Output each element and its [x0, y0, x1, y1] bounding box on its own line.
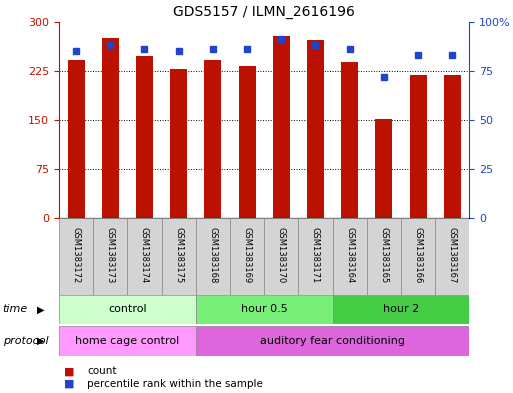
Text: control: control [108, 305, 147, 314]
Text: GSM1383175: GSM1383175 [174, 227, 183, 283]
Text: protocol: protocol [3, 336, 48, 346]
Bar [409, 75, 427, 218]
Bar [136, 56, 153, 218]
Title: GDS5157 / ILMN_2616196: GDS5157 / ILMN_2616196 [173, 5, 355, 19]
Bar [273, 36, 290, 218]
Text: auditory fear conditioning: auditory fear conditioning [260, 336, 405, 346]
Text: hour 2: hour 2 [383, 305, 419, 314]
Bar [127, 218, 162, 295]
Text: ▶: ▶ [37, 336, 45, 346]
Text: GSM1383168: GSM1383168 [208, 227, 218, 283]
Bar [93, 218, 127, 295]
Bar [196, 218, 230, 295]
Bar [196, 326, 469, 356]
Text: GSM1383171: GSM1383171 [311, 227, 320, 283]
Bar [59, 326, 196, 356]
Bar [367, 218, 401, 295]
Text: count: count [87, 366, 117, 376]
Bar [59, 218, 93, 295]
Text: GSM1383173: GSM1383173 [106, 227, 115, 283]
Bar [204, 60, 222, 218]
Bar [332, 295, 469, 324]
Bar [102, 38, 119, 218]
Text: GSM1383165: GSM1383165 [380, 227, 388, 283]
Bar [68, 60, 85, 218]
Text: GSM1383164: GSM1383164 [345, 227, 354, 283]
Text: time: time [3, 305, 28, 314]
Text: ■: ■ [64, 366, 74, 376]
Bar [376, 119, 392, 218]
Bar [196, 295, 332, 324]
Bar [162, 218, 196, 295]
Text: GSM1383166: GSM1383166 [413, 227, 423, 283]
Text: hour 0.5: hour 0.5 [241, 305, 288, 314]
Bar [239, 66, 255, 218]
Text: GSM1383169: GSM1383169 [243, 227, 251, 283]
Bar [170, 69, 187, 218]
Bar [435, 218, 469, 295]
Text: home cage control: home cage control [75, 336, 180, 346]
Text: ▶: ▶ [37, 305, 45, 314]
Text: GSM1383172: GSM1383172 [72, 227, 81, 283]
Bar [401, 218, 435, 295]
Text: GSM1383170: GSM1383170 [277, 227, 286, 283]
Bar [264, 218, 299, 295]
Bar [299, 218, 332, 295]
Text: ■: ■ [64, 379, 74, 389]
Bar [59, 295, 196, 324]
Bar [332, 218, 367, 295]
Bar [341, 62, 358, 218]
Bar [444, 75, 461, 218]
Bar [307, 40, 324, 218]
Text: GSM1383174: GSM1383174 [140, 227, 149, 283]
Bar [230, 218, 264, 295]
Text: GSM1383167: GSM1383167 [448, 227, 457, 283]
Text: percentile rank within the sample: percentile rank within the sample [87, 379, 263, 389]
